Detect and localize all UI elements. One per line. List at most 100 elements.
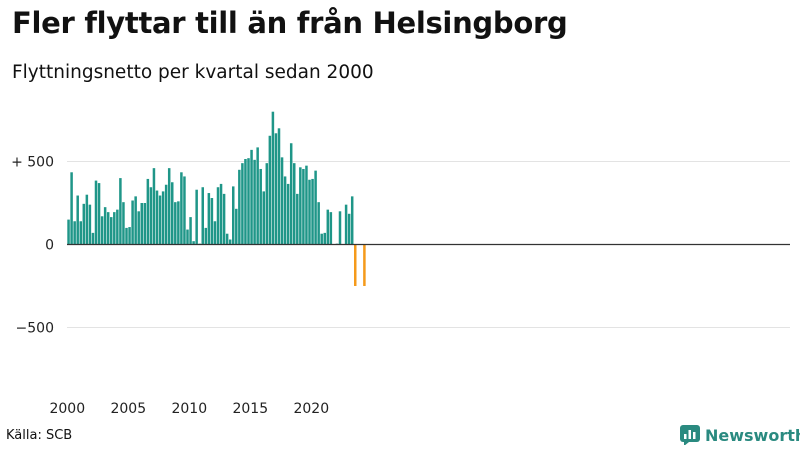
bar [244, 159, 247, 245]
bar [347, 213, 351, 245]
bar [91, 232, 95, 245]
bar [131, 200, 134, 245]
bar [204, 227, 208, 245]
bar [149, 187, 153, 245]
bar [207, 193, 211, 245]
bar [320, 233, 323, 245]
bar [283, 176, 287, 245]
bar [119, 178, 122, 245]
bar [76, 195, 79, 245]
bar [161, 191, 165, 245]
bar [296, 193, 299, 245]
bar [259, 168, 262, 245]
bar [140, 203, 143, 245]
bar [268, 135, 272, 245]
bar [186, 229, 189, 245]
x-tick-label: 2020 [293, 401, 329, 417]
bar [219, 183, 223, 245]
bar [180, 172, 183, 245]
bar [67, 219, 70, 245]
bar [305, 165, 308, 245]
bar [293, 163, 296, 245]
bar [155, 190, 159, 245]
bar [143, 203, 147, 245]
bar [311, 178, 314, 245]
bar [164, 184, 168, 245]
bar [110, 217, 113, 245]
brand-name: Newsworthy [705, 425, 800, 445]
bar [314, 170, 317, 245]
bar [100, 216, 104, 245]
bar [354, 244, 357, 286]
bar [338, 211, 342, 245]
bar [97, 183, 101, 245]
bar [262, 191, 265, 245]
bar [344, 204, 348, 245]
bar [280, 157, 284, 245]
bar [253, 159, 256, 245]
bar [128, 227, 131, 245]
bar [256, 147, 259, 245]
newsworthy-logo-icon [680, 425, 700, 445]
bar [70, 172, 73, 245]
x-tick-label: 2000 [49, 401, 85, 417]
bar [171, 182, 174, 245]
bar [277, 128, 281, 245]
bar [326, 209, 330, 245]
bar [79, 221, 82, 245]
bar [73, 221, 76, 245]
bar [137, 211, 140, 245]
source-note: Källa: SCB [6, 428, 73, 443]
bar [152, 168, 156, 245]
bar [167, 168, 171, 245]
bar [274, 133, 278, 245]
bar [177, 201, 180, 245]
bar [189, 217, 192, 245]
bar [82, 203, 86, 245]
y-tick-label: + 500 [11, 155, 54, 171]
bar [308, 179, 311, 245]
bar [289, 143, 293, 245]
bar [286, 183, 290, 245]
bar [195, 189, 198, 245]
bar [228, 239, 232, 245]
bar [113, 212, 116, 245]
bar [329, 212, 333, 245]
bar [323, 232, 326, 245]
chart-title: Fler flyttar till än från Helsingborg [12, 6, 568, 40]
bar [225, 233, 229, 245]
x-tick-label: 2010 [171, 401, 207, 417]
bar [103, 207, 107, 245]
chart-subtitle: Flyttningsnetto per kvartal sedan 2000 [12, 62, 374, 83]
bar [94, 180, 98, 245]
bars [67, 111, 366, 286]
bar [88, 204, 92, 245]
bar [116, 209, 119, 245]
bar [299, 167, 302, 245]
bar [183, 176, 186, 245]
bar [122, 202, 125, 245]
bar [213, 221, 217, 245]
bar [238, 169, 241, 245]
bar [241, 163, 244, 245]
bar [363, 244, 366, 286]
bar [302, 168, 305, 245]
bar [85, 194, 89, 245]
x-tick-label: 2005 [110, 401, 146, 417]
bar [250, 149, 253, 245]
bar [134, 196, 137, 245]
bar [174, 202, 177, 245]
bar [106, 212, 110, 245]
bar [192, 241, 195, 245]
brand-logo[interactable]: Newsworthy [680, 425, 800, 445]
bar [350, 196, 354, 245]
bar [235, 208, 238, 245]
bar [232, 186, 235, 245]
axes: −500 0 + 500 2000 2005 2010 2015 2020 [11, 155, 790, 417]
bar [216, 187, 220, 245]
bar [125, 227, 128, 245]
bar [317, 202, 320, 245]
y-tick-label: −500 [16, 321, 54, 337]
bar [265, 163, 269, 245]
